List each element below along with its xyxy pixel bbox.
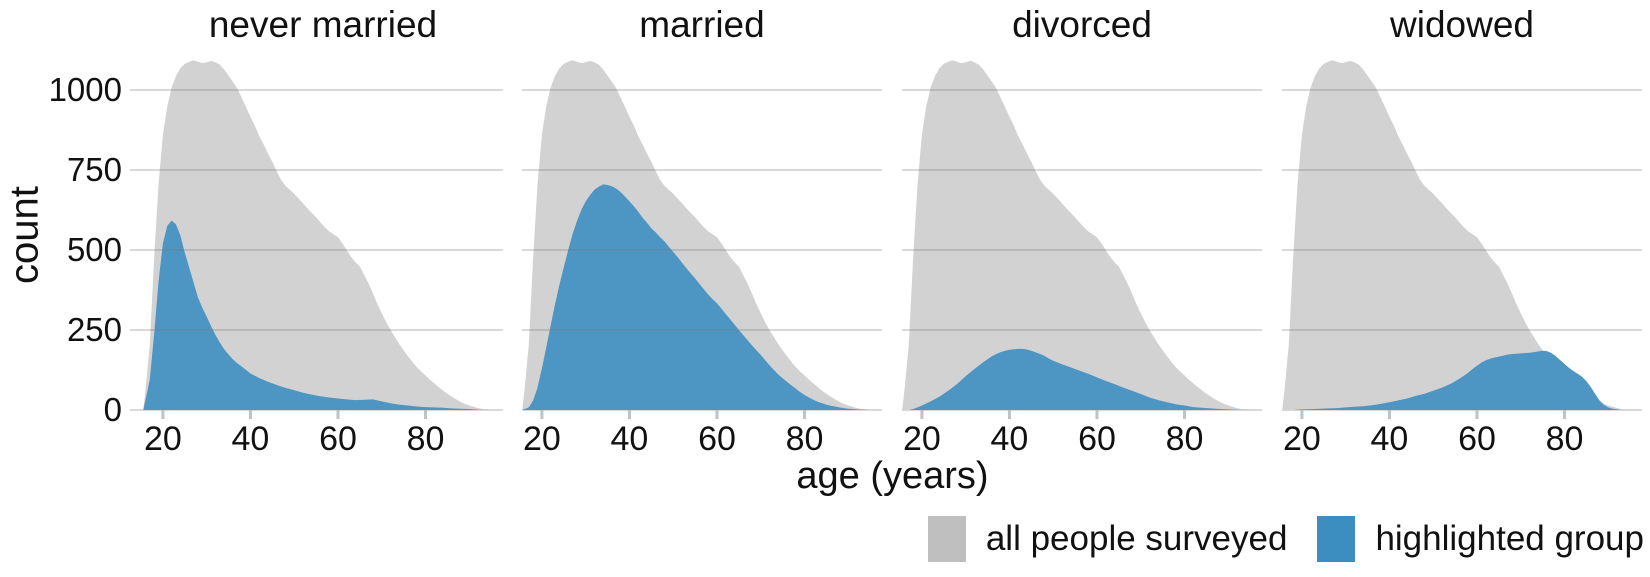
x-tick-label: 20	[522, 420, 561, 458]
facet-title: never married	[208, 4, 438, 45]
x-tick-label: 20	[902, 420, 941, 458]
area-highlighted-group	[522, 184, 871, 410]
facet-panel-widowed	[1282, 60, 1642, 419]
gridlines	[1282, 89, 1642, 331]
x-tick-label: 80	[406, 420, 445, 458]
gridlines	[902, 89, 1262, 331]
x-tick-marks	[540, 410, 807, 419]
legend-swatch-all-icon	[927, 516, 966, 562]
x-tick-label: 60	[319, 420, 357, 458]
legend-item-highlight: highlighted group	[1317, 516, 1644, 562]
x-tick-label: 60	[1458, 420, 1496, 458]
x-tick-label: 60	[698, 420, 736, 458]
x-tick-label: 20	[1282, 420, 1321, 458]
area-highlighted-group	[908, 348, 1251, 410]
x-tick-label: 40	[610, 420, 649, 458]
legend-label-highlight: highlighted group	[1375, 519, 1644, 558]
facet-panel-divorced	[902, 60, 1262, 419]
facet-title: widowed	[1390, 4, 1534, 45]
facet-title: married	[639, 4, 765, 45]
area-highlighted-group	[143, 220, 492, 410]
legend: all people surveyed highlighted group	[927, 513, 1644, 565]
y-tick-label: 250	[66, 311, 122, 348]
y-tick-label: 0	[103, 391, 122, 428]
x-tick-label: 40	[231, 420, 270, 458]
x-tick-label: 80	[785, 420, 824, 458]
x-tick-marks	[161, 410, 428, 419]
x-tick-label: 40	[990, 420, 1029, 458]
facet-panel-married	[522, 60, 882, 419]
x-tick-label: 60	[1078, 420, 1116, 458]
x-tick-label: 40	[1370, 420, 1409, 458]
x-tick-label: 80	[1545, 420, 1584, 458]
legend-item-all: all people surveyed	[927, 516, 1288, 562]
gridlines	[130, 89, 503, 331]
y-axis-title: count	[2, 186, 47, 284]
area-all-people	[902, 60, 1251, 410]
facet-title: divorced	[1012, 4, 1152, 45]
legend-label-all: all people surveyed	[985, 519, 1288, 558]
area-all-people	[1282, 60, 1631, 410]
legend-swatch-highlight-icon	[1317, 516, 1356, 562]
x-tick-label: 20	[143, 420, 182, 458]
facet-panel-never-married	[130, 60, 503, 419]
y-tick-label: 500	[66, 231, 122, 268]
x-tick-label: 80	[1165, 420, 1204, 458]
gridlines	[522, 89, 882, 331]
y-tick-label: 1000	[48, 71, 122, 108]
x-axis-title: age (years)	[796, 455, 989, 497]
x-tick-marks	[1300, 410, 1567, 419]
area-all-people	[143, 60, 492, 410]
x-tick-marks	[920, 410, 1187, 419]
y-tick-label: 750	[66, 151, 122, 188]
area-highlighted-group	[1293, 350, 1622, 410]
